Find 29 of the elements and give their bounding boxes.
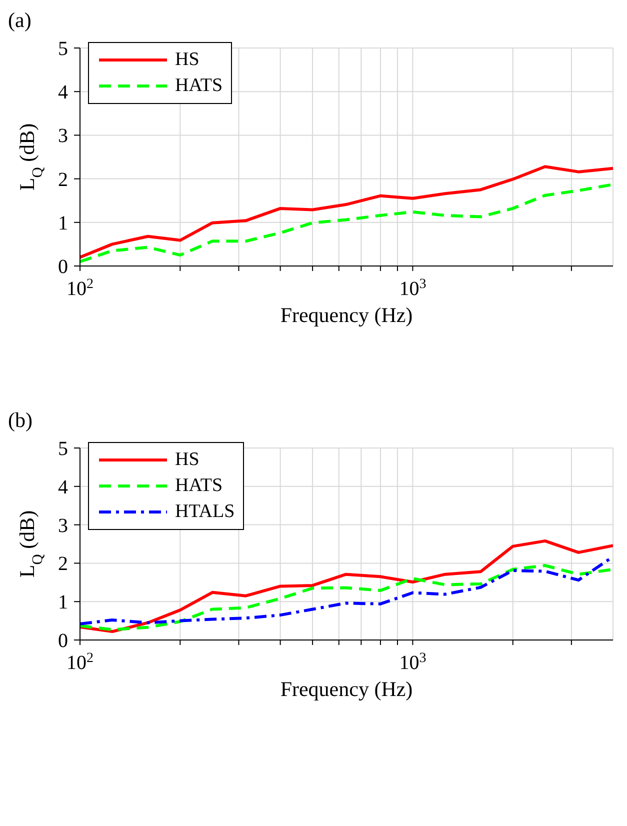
- line-series: [80, 182, 613, 264]
- x-axis-title: Frequency (Hz): [280, 303, 413, 327]
- x-tick-label: 10$^{3}$: [399, 276, 426, 300]
- y-tick-label: 4: [58, 82, 68, 104]
- y-tick-label: 5: [58, 438, 68, 460]
- line-series: [80, 539, 613, 634]
- y-tick-label: 5: [58, 38, 68, 60]
- chart-title: (a): [8, 8, 32, 33]
- chart-title: (b): [8, 408, 32, 433]
- y-tick-label: 2: [58, 553, 68, 576]
- legend-label: HTALS: [175, 501, 235, 523]
- y-tick-label: 4: [58, 476, 68, 498]
- y-tick-label: 3: [58, 514, 68, 537]
- legend-label: HATS: [175, 475, 223, 497]
- legend-label: HS: [175, 49, 200, 71]
- y-tick-label: 3: [58, 125, 68, 148]
- x-tick-label: 10$^{3}$: [399, 650, 426, 674]
- x-tick-label: 10$^{2}$: [66, 650, 94, 674]
- line-series: [80, 564, 613, 632]
- y-tick-label: 0: [58, 256, 68, 278]
- legend-label: HATS: [175, 75, 223, 97]
- y-tick-label: 1: [58, 212, 68, 234]
- x-tick-label: 10$^{2}$: [66, 276, 94, 300]
- legend-label: HS: [175, 449, 200, 471]
- y-tick-label: 0: [58, 630, 68, 652]
- x-axis-title: Frequency (Hz): [280, 677, 413, 701]
- line-series: [80, 165, 613, 259]
- y-tick-label: 2: [58, 168, 68, 191]
- y-tick-label: 1: [58, 592, 68, 614]
